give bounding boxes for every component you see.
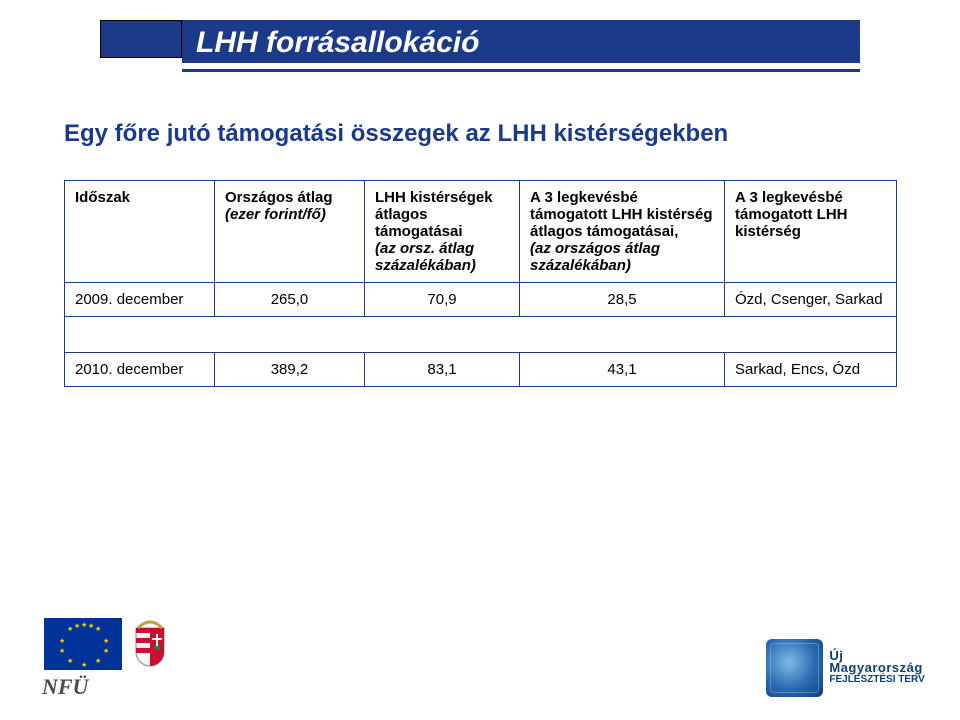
- cell-bottom3-avg: 43,1: [520, 353, 725, 387]
- col-header-lhh-avg: LHH kistérségek átlagos támogatásai (az …: [365, 181, 520, 283]
- allocation-table: Időszak Országos átlag (ezer forint/fő) …: [64, 180, 897, 387]
- cell-orszagos: 389,2: [215, 353, 365, 387]
- col-label: LHH kistérségek átlagos támogatásai: [375, 189, 493, 240]
- cell-bottom3-avg: 28,5: [520, 283, 725, 317]
- col-sublabel: (az országos átlag százalékában): [530, 240, 660, 274]
- slide-subtitle: Egy főre jutó támogatási összegek az LHH…: [64, 120, 728, 148]
- uj-magyarorszag-badge-icon: [766, 639, 823, 697]
- footer-left-logos: ★ ★ ★ ★ ★ ★ ★ ★ ★ ★ ★ ★: [44, 618, 168, 700]
- footer: ★ ★ ★ ★ ★ ★ ★ ★ ★ ★ ★ ★: [0, 620, 960, 706]
- uj-magyarorszag-text: Új Magyarország FEJLESZTÉSI TERV: [829, 650, 936, 686]
- col-sublabel: (ezer forint/fő): [225, 206, 326, 223]
- col-header-idoszak: Időszak: [65, 181, 215, 283]
- col-label: Időszak: [75, 189, 130, 206]
- cell-bottom3-names: Ózd, Csenger, Sarkad: [725, 283, 897, 317]
- cell-idoszak: 2009. december: [65, 283, 215, 317]
- col-header-bottom3-names: A 3 legkevésbé támogatott LHH kistérség: [725, 181, 897, 283]
- col-label: Országos átlag: [225, 189, 333, 206]
- nfu-block: ★ ★ ★ ★ ★ ★ ★ ★ ★ ★ ★ ★: [44, 618, 168, 700]
- hungary-coat-of-arms-icon: [132, 618, 168, 670]
- table-row: 2009. december 265,0 70,9 28,5 Ózd, Csen…: [65, 283, 897, 317]
- footer-right-logo: Új Magyarország FEJLESZTÉSI TERV: [766, 636, 936, 700]
- table-row: 2010. december 389,2 83,1 43,1 Sarkad, E…: [65, 353, 897, 387]
- nfu-text: NFÜ: [42, 674, 88, 700]
- col-sublabel: (az orsz. átlag százalékában): [375, 240, 476, 274]
- allocation-table-wrap: Időszak Országos átlag (ezer forint/fő) …: [64, 180, 896, 387]
- col-header-orszagos: Országos átlag (ezer forint/fő): [215, 181, 365, 283]
- brand-line-2: FEJLESZTÉSI TERV: [829, 674, 936, 686]
- slide: LHH forrásallokáció Egy főre jutó támoga…: [0, 0, 960, 720]
- col-header-bottom3-avg: A 3 legkevésbé támogatott LHH kistérség …: [520, 181, 725, 283]
- eu-flag-icon: ★ ★ ★ ★ ★ ★ ★ ★ ★ ★ ★ ★: [44, 618, 122, 670]
- cell-lhh-avg: 83,1: [365, 353, 520, 387]
- slide-title: LHH forrásallokáció: [182, 20, 860, 72]
- cell-idoszak: 2010. december: [65, 353, 215, 387]
- table-header-row: Időszak Országos átlag (ezer forint/fő) …: [65, 181, 897, 283]
- cell-bottom3-names: Sarkad, Encs, Ózd: [725, 353, 897, 387]
- brand-line-1: Új Magyarország: [829, 650, 936, 674]
- col-label: A 3 legkevésbé támogatott LHH kistérség …: [530, 189, 713, 240]
- cell-lhh-avg: 70,9: [365, 283, 520, 317]
- table-gap-row: [65, 317, 897, 353]
- col-label: A 3 legkevésbé támogatott LHH kistérség: [735, 189, 848, 240]
- title-block: LHH forrásallokáció: [100, 20, 860, 80]
- cell-orszagos: 265,0: [215, 283, 365, 317]
- title-accent-tab: [100, 20, 182, 58]
